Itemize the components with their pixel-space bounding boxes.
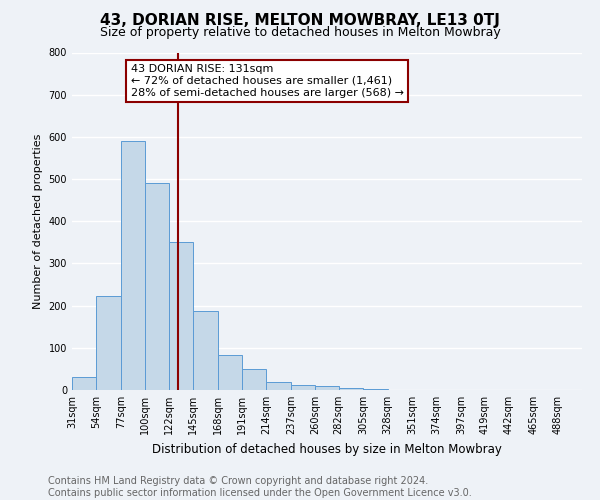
Text: 43, DORIAN RISE, MELTON MOWBRAY, LE13 0TJ: 43, DORIAN RISE, MELTON MOWBRAY, LE13 0T… [100, 12, 500, 28]
Bar [338, 388, 363, 390]
Bar [169, 242, 193, 390]
Bar [121, 141, 145, 390]
Bar [291, 384, 316, 390]
Text: 43 DORIAN RISE: 131sqm
← 72% of detached houses are smaller (1,461)
28% of semi-: 43 DORIAN RISE: 131sqm ← 72% of detached… [131, 64, 404, 98]
Bar [72, 378, 97, 390]
Text: Contains HM Land Registry data © Crown copyright and database right 2024.
Contai: Contains HM Land Registry data © Crown c… [48, 476, 472, 498]
Bar [266, 382, 291, 390]
Bar [145, 184, 169, 390]
Bar [193, 311, 218, 390]
Bar [316, 386, 338, 390]
Bar [218, 355, 242, 390]
Bar [242, 369, 266, 390]
Y-axis label: Number of detached properties: Number of detached properties [33, 134, 43, 309]
X-axis label: Distribution of detached houses by size in Melton Mowbray: Distribution of detached houses by size … [152, 442, 502, 456]
Bar [97, 296, 121, 390]
Text: Size of property relative to detached houses in Melton Mowbray: Size of property relative to detached ho… [100, 26, 500, 39]
Bar [363, 388, 388, 390]
